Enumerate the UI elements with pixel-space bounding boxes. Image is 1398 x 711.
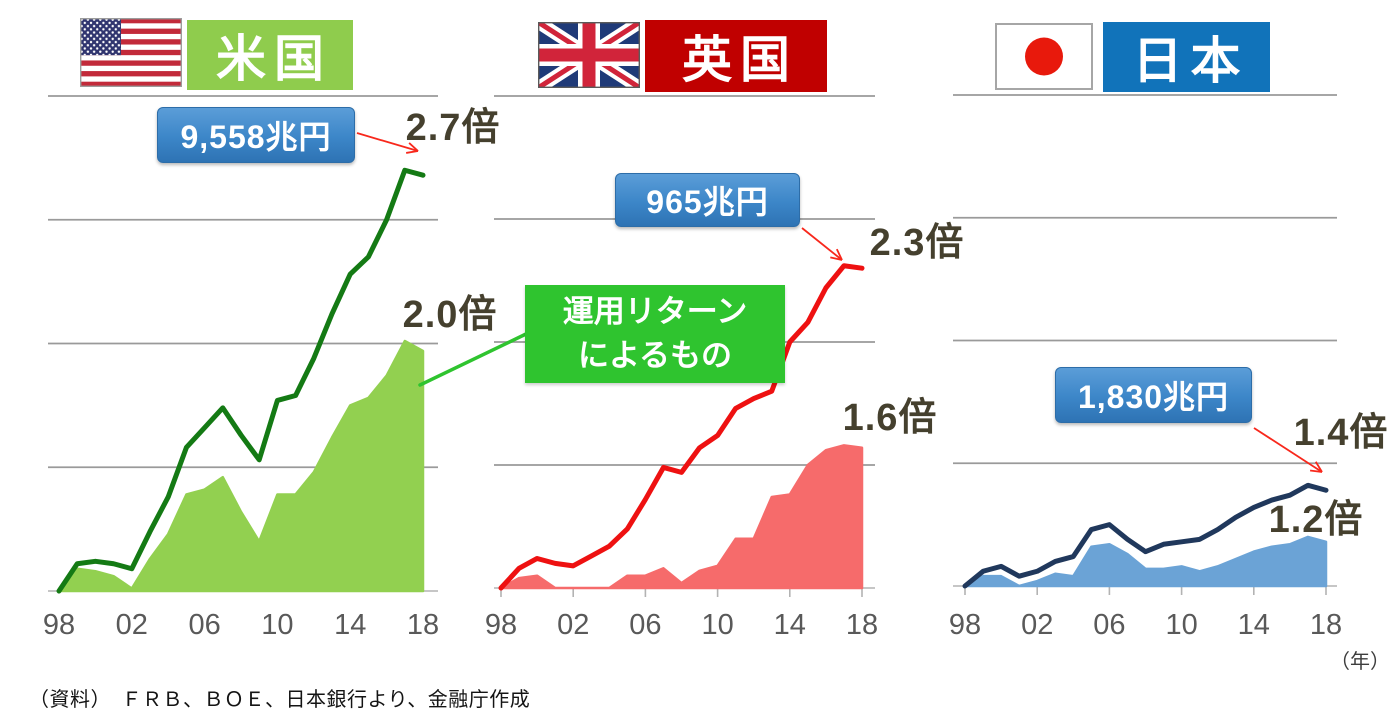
annotation-arrowhead-jp bbox=[1309, 469, 1323, 473]
value-badge-us: 9,558兆円 bbox=[157, 107, 355, 163]
x-tick-label-us: 18 bbox=[407, 609, 439, 641]
x-tick-label-jp: 14 bbox=[1238, 609, 1270, 641]
value-badge-jp: 1,830兆円 bbox=[1055, 367, 1252, 423]
x-tick-label-uk: 06 bbox=[629, 609, 661, 641]
us-flag-icon bbox=[79, 17, 182, 87]
annotation-arrowhead-us bbox=[408, 142, 419, 152]
multiplier-label-uk-return: 1.6倍 bbox=[842, 397, 938, 439]
x-tick-label-uk: 14 bbox=[774, 609, 806, 641]
x-tick-label-uk: 18 bbox=[846, 609, 878, 641]
area-series-uk bbox=[499, 444, 864, 590]
area-series-us bbox=[57, 339, 425, 593]
x-tick-label-jp: 10 bbox=[1165, 609, 1197, 641]
annotation-arrowhead-jp bbox=[1314, 461, 1323, 473]
x-tick-label-jp: 18 bbox=[1310, 609, 1342, 641]
area-series-jp bbox=[963, 535, 1328, 588]
x-tick-label-jp: 98 bbox=[949, 609, 981, 641]
annotation-arrowhead-uk bbox=[836, 248, 843, 261]
x-tick-label-jp: 06 bbox=[1093, 609, 1125, 641]
source-note: （資料） ＦＲＢ、ＢＯＥ、日本銀行より、金融庁作成 bbox=[29, 689, 531, 711]
x-tick-label-uk: 98 bbox=[485, 609, 517, 641]
uk-flag-icon bbox=[534, 16, 644, 94]
x-tick-label-uk: 02 bbox=[557, 609, 589, 641]
annotation-arrowhead-uk bbox=[830, 256, 843, 261]
line-series-uk bbox=[498, 263, 865, 591]
annotation-arrow-us bbox=[356, 132, 419, 152]
country-header-jp: 日本 bbox=[1103, 22, 1270, 92]
x-tick-label-uk: 10 bbox=[701, 609, 733, 641]
annotation-arrowhead-us bbox=[406, 150, 419, 154]
year-axis-unit-label: （年） bbox=[1330, 651, 1390, 673]
value-badge-uk: 965兆円 bbox=[615, 173, 800, 227]
multiplier-label-jp-return: 1.2倍 bbox=[1268, 499, 1364, 541]
multiplier-label-us-return: 2.0倍 bbox=[402, 294, 498, 336]
callout-line1: 運用リターン bbox=[562, 293, 748, 329]
line-series-us bbox=[56, 167, 426, 594]
investment-return-callout: 運用リターン によるもの bbox=[525, 285, 785, 383]
x-tick-label-us: 98 bbox=[43, 609, 75, 641]
x-tick-label-us: 06 bbox=[188, 609, 220, 641]
japan-flag-icon bbox=[995, 23, 1093, 90]
callout-connector-line bbox=[418, 332, 528, 387]
annotation-arrow-uk bbox=[801, 227, 843, 261]
multiplier-label-us-total: 2.7倍 bbox=[405, 107, 501, 149]
x-tick-label-jp: 02 bbox=[1021, 609, 1053, 641]
x-tick-label-us: 02 bbox=[116, 609, 148, 641]
multiplier-label-jp-total: 1.4倍 bbox=[1293, 412, 1389, 454]
country-header-uk: 英国 bbox=[645, 20, 827, 92]
multiplier-label-uk-total: 2.3倍 bbox=[869, 222, 965, 264]
line-series-jp bbox=[962, 482, 1329, 589]
x-tick-label-us: 10 bbox=[261, 609, 293, 641]
annotation-arrow-jp bbox=[1253, 427, 1323, 473]
country-header-us: 米国 bbox=[187, 20, 353, 90]
x-tick-label-us: 14 bbox=[334, 609, 366, 641]
callout-line2: によるもの bbox=[577, 338, 733, 373]
